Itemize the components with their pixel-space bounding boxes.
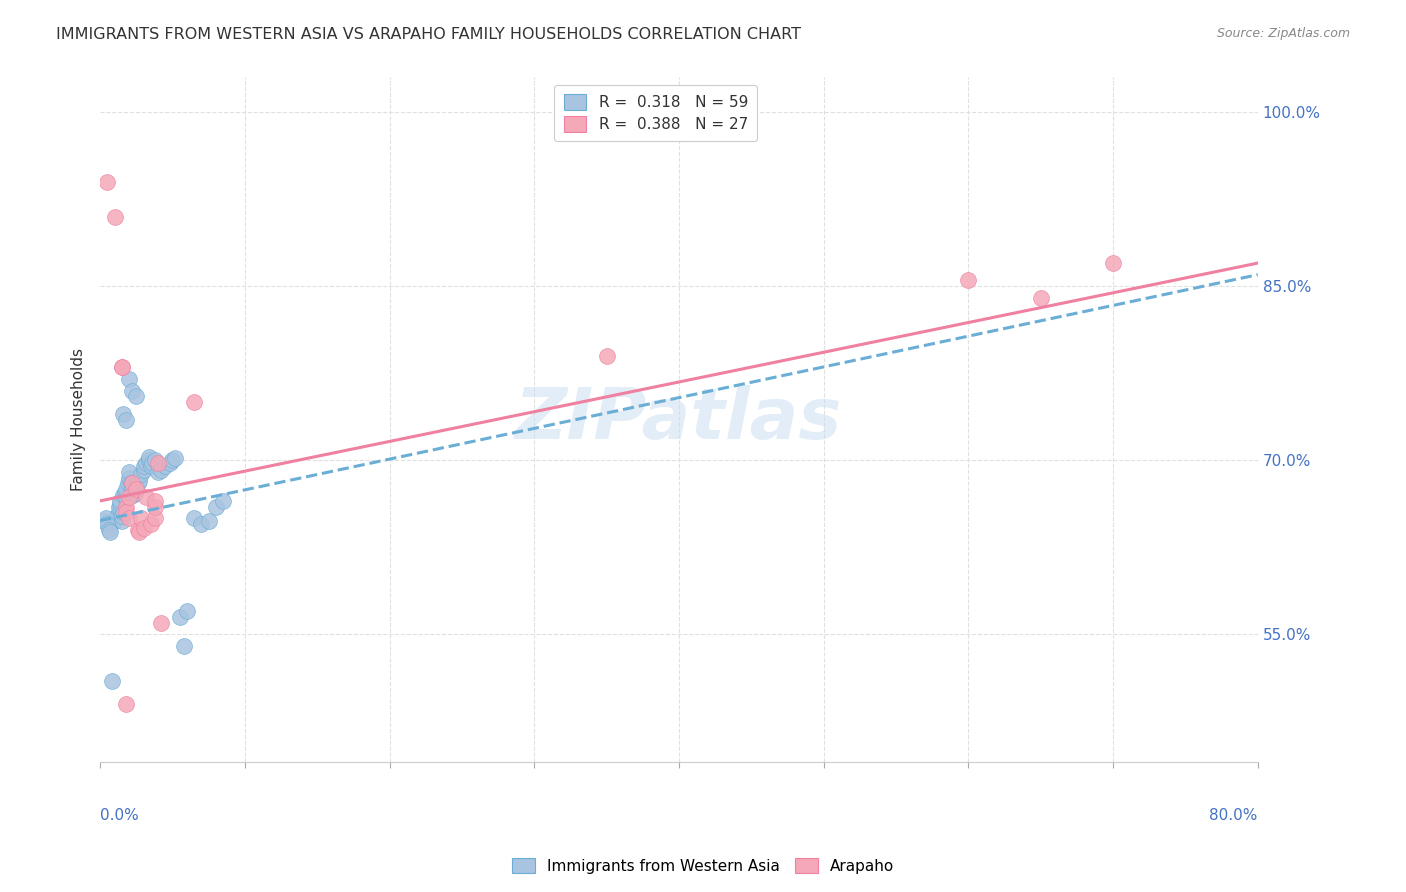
Legend: Immigrants from Western Asia, Arapaho: Immigrants from Western Asia, Arapaho [506, 852, 900, 880]
Point [105, 511, 128, 525]
Point [135, 456, 157, 470]
Point [149, 615, 172, 630]
Point [114, 485, 136, 500]
Legend: R =  0.318   N = 59, R =  0.388   N = 27: R = 0.318 N = 59, R = 0.388 N = 27 [554, 85, 758, 142]
Point [104, 210, 127, 224]
Point [108, 506, 131, 520]
Text: Source: ZipAtlas.com: Source: ZipAtlas.com [1216, 27, 1350, 40]
Point [165, 450, 187, 465]
Point [122, 488, 145, 502]
Point [111, 360, 134, 375]
Point [162, 453, 184, 467]
Point [93, 514, 115, 528]
Point [143, 453, 166, 467]
Point [155, 459, 177, 474]
Point [115, 412, 138, 426]
Point [118, 471, 141, 485]
Point [190, 517, 212, 532]
Point [127, 476, 149, 491]
Point [121, 483, 143, 497]
Point [97, 523, 120, 537]
Point [104, 514, 127, 528]
Point [100, 673, 122, 688]
Point [115, 483, 138, 497]
Point [143, 500, 166, 514]
Point [125, 483, 148, 497]
Y-axis label: Family Households: Family Households [72, 348, 86, 491]
Point [107, 508, 129, 523]
Point [143, 511, 166, 525]
Point [108, 500, 131, 514]
Point [197, 514, 219, 528]
Point [138, 450, 160, 464]
Point [139, 459, 162, 474]
Point [115, 506, 138, 520]
Point [173, 639, 195, 653]
Point [127, 523, 149, 537]
Point [94, 511, 117, 525]
Point [96, 175, 118, 189]
Point [118, 491, 141, 505]
Point [115, 697, 138, 711]
Point [110, 494, 132, 508]
Point [183, 511, 205, 525]
Point [98, 525, 121, 540]
Point [112, 506, 135, 520]
Point [112, 407, 135, 421]
Point [100, 515, 122, 529]
Point [112, 488, 135, 502]
Text: 80.0%: 80.0% [1209, 808, 1258, 823]
Point [183, 395, 205, 409]
Point [110, 497, 132, 511]
Point [124, 485, 146, 500]
Point [135, 491, 157, 505]
Point [212, 494, 235, 508]
Text: 0.0%: 0.0% [100, 808, 139, 823]
Point [176, 604, 198, 618]
Point [118, 372, 141, 386]
Point [115, 491, 138, 505]
Point [128, 474, 150, 488]
Point [595, 349, 617, 363]
Point [139, 517, 162, 532]
Point [149, 462, 172, 476]
Point [957, 273, 980, 287]
Point [205, 500, 228, 514]
Point [129, 467, 152, 482]
Point [125, 479, 148, 493]
Point [132, 459, 155, 474]
Point [1102, 256, 1125, 270]
Point [121, 476, 143, 491]
Point [118, 465, 141, 479]
Point [121, 384, 143, 398]
Point [1029, 291, 1052, 305]
Point [111, 514, 134, 528]
Point [96, 517, 118, 532]
Point [141, 456, 163, 470]
Point [143, 494, 166, 508]
Point [138, 453, 160, 467]
Point [159, 456, 181, 470]
Point [132, 462, 155, 476]
Point [125, 389, 148, 403]
Point [146, 456, 169, 470]
Point [117, 476, 139, 491]
Point [115, 500, 138, 514]
Point [129, 511, 152, 525]
Point [169, 610, 191, 624]
Point [118, 511, 141, 525]
Point [132, 520, 155, 534]
Text: IMMIGRANTS FROM WESTERN ASIA VS ARAPAHO FAMILY HOUSEHOLDS CORRELATION CHART: IMMIGRANTS FROM WESTERN ASIA VS ARAPAHO … [56, 27, 801, 42]
Text: ZIPatlas: ZIPatlas [515, 385, 842, 454]
Point [111, 508, 134, 523]
Point [111, 360, 134, 375]
Point [128, 525, 150, 540]
Point [120, 476, 142, 491]
Point [146, 465, 169, 479]
